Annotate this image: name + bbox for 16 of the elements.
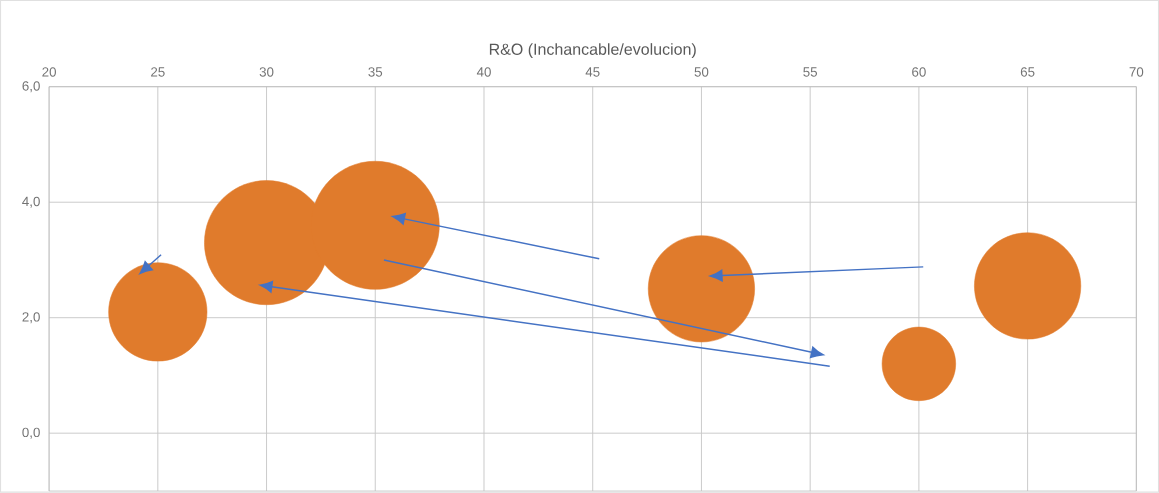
x-tick-label: 55 [803, 67, 818, 77]
y-tick-label: 4,0 [22, 196, 40, 208]
x-tick-label: 50 [694, 67, 709, 77]
x-tick-label: 30 [259, 67, 274, 77]
x-tick-label: 65 [1020, 67, 1035, 77]
x-axis-title: R&O (Inchancable/evolucion) [489, 43, 696, 59]
x-tick-label: 25 [151, 67, 165, 77]
x-tick-label: 70 [1129, 67, 1144, 77]
y-tick-label: 2,0 [22, 312, 40, 324]
x-tick-label: 45 [585, 67, 600, 77]
x-tick-label: 40 [476, 67, 491, 77]
x-tick-label: 60 [912, 67, 926, 77]
x-tick-label: 35 [368, 67, 383, 77]
y-tick-label: 0,0 [22, 427, 40, 439]
x-tick-label: 20 [42, 67, 56, 77]
y-tick-label: 6,0 [22, 81, 40, 93]
